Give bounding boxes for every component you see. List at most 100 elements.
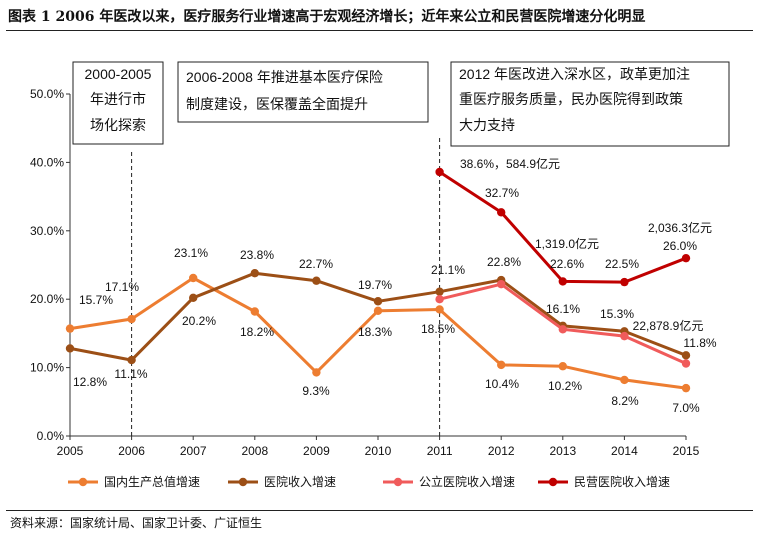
data-point [497,360,506,370]
data-label: 9.3% [302,384,330,398]
y-tick-label: 50.0% [30,87,64,101]
value-annotation: 22,878.9亿元 [633,318,704,333]
data-point [250,269,259,278]
data-label: 19.7% [358,278,392,292]
data-point [497,208,506,217]
data-label: 17.1% [105,280,139,294]
data-label: 22.6% [550,257,584,271]
data-label: 26.0% [663,239,697,253]
data-label: 7.0% [672,401,700,415]
title-rule [6,30,753,31]
data-label: 32.7% [485,186,519,200]
data-point [435,305,444,314]
phase-text: 大力支持 [459,117,515,133]
data-label: 10.2% [548,379,582,393]
data-label: 22.7% [299,257,333,271]
x-tick-label: 2014 [611,444,638,458]
legend-marker [238,477,248,487]
x-tick-label: 2012 [488,444,515,458]
x-tick-label: 2011 [427,444,453,458]
value-annotation: 1,319.0亿元 [535,236,599,251]
source-rule [6,510,753,511]
data-label: 15.7% [79,293,113,307]
data-point [435,295,444,304]
data-label: 16.1% [546,302,580,316]
data-point [620,331,629,341]
phase-text: 2006-2008 年推进基本医疗保险 [186,69,383,85]
data-point [435,287,444,296]
legend-marker [548,477,558,487]
x-tick-label: 2013 [549,444,576,458]
data-point [558,362,567,371]
phase-box [177,61,429,123]
phase-text: 2012 年医改进入深水区，政革更加注 [459,66,690,82]
data-point [189,293,198,303]
legend-marker [78,477,88,487]
line-chart: 0.0% 10.0% 20.0% 30.0% 40.0% 50.0% 2005 2006 200… [30,61,730,489]
phase-text: 重医疗服务质量，民办医院得到政策 [459,91,683,107]
y-tick-label: 20.0% [30,292,64,306]
phase-box [450,61,730,147]
data-label: 15.3% [600,307,634,321]
value-annotation: 2,036.3亿元 [648,220,712,235]
y-tick-label: 40.0% [30,155,64,169]
data-label: 10.4% [485,377,519,391]
x-tick-label: 2005 [57,444,84,458]
data-point [620,277,629,287]
x-tick-label: 2007 [180,444,207,458]
data-label: 22.5% [605,257,639,271]
data-label: 12.8% [73,375,107,389]
x-tick-label: 2009 [303,444,330,458]
data-point [189,273,198,283]
y-tick-label: 0.0% [37,429,65,443]
data-point [681,383,691,393]
legend-label: 民营医院收入增速 [574,475,670,489]
data-point [558,325,567,334]
data-label: 22.8% [487,255,521,269]
y-tick-label: 10.0% [30,361,64,375]
data-point [435,167,444,177]
data-point [65,324,75,333]
data-label: 38.6%，584.9亿元 [460,156,560,171]
source-note: 资料来源：国家统计局、国家卫计委、广证恒生 [10,516,263,530]
legend-label: 医院收入增速 [264,475,336,489]
data-point [65,344,75,353]
data-label: 18.2% [240,325,274,339]
data-label: 18.5% [421,322,455,336]
y-tick-label: 30.0% [30,224,64,238]
data-point [681,253,691,263]
phase-text: 2000-2005 [85,66,152,82]
data-point [312,276,321,285]
data-point [373,306,383,316]
data-label: 20.2% [182,314,216,328]
data-label: 11.8% [683,336,716,350]
data-label: 23.1% [174,246,208,260]
data-label: 21.1% [431,263,465,277]
x-tick-label: 2010 [365,444,392,458]
data-point [312,368,321,377]
x-tick-label: 2015 [673,444,700,458]
x-tick-label: 2006 [118,444,145,458]
phase-text: 制度建设，医保覆盖全面提升 [186,96,368,112]
data-point [127,355,136,365]
legend-label: 公立医院收入增速 [419,474,515,489]
legend-label: 国内生产总值增速 [104,474,200,489]
data-point [681,359,691,368]
phase-text: 年进行市 [90,91,146,107]
data-point [497,279,506,289]
data-point [373,297,383,306]
x-tick-label: 2008 [241,444,268,458]
data-label: 23.8% [240,248,274,262]
data-point [620,375,629,385]
data-point [558,277,567,286]
data-point [127,314,136,324]
phase-box [72,61,164,145]
phase-text: 场化探索 [90,117,146,133]
data-point [250,307,259,316]
data-label: 11.1% [114,367,147,381]
data-label: 18.3% [358,325,392,339]
data-label: 8.2% [611,394,639,408]
legend-marker [393,477,403,487]
page-title: 图表 1 2006 年医改以来，医疗服务行业增速高于宏观经济增长；近年来公立和民… [8,9,646,25]
data-point [681,351,691,360]
